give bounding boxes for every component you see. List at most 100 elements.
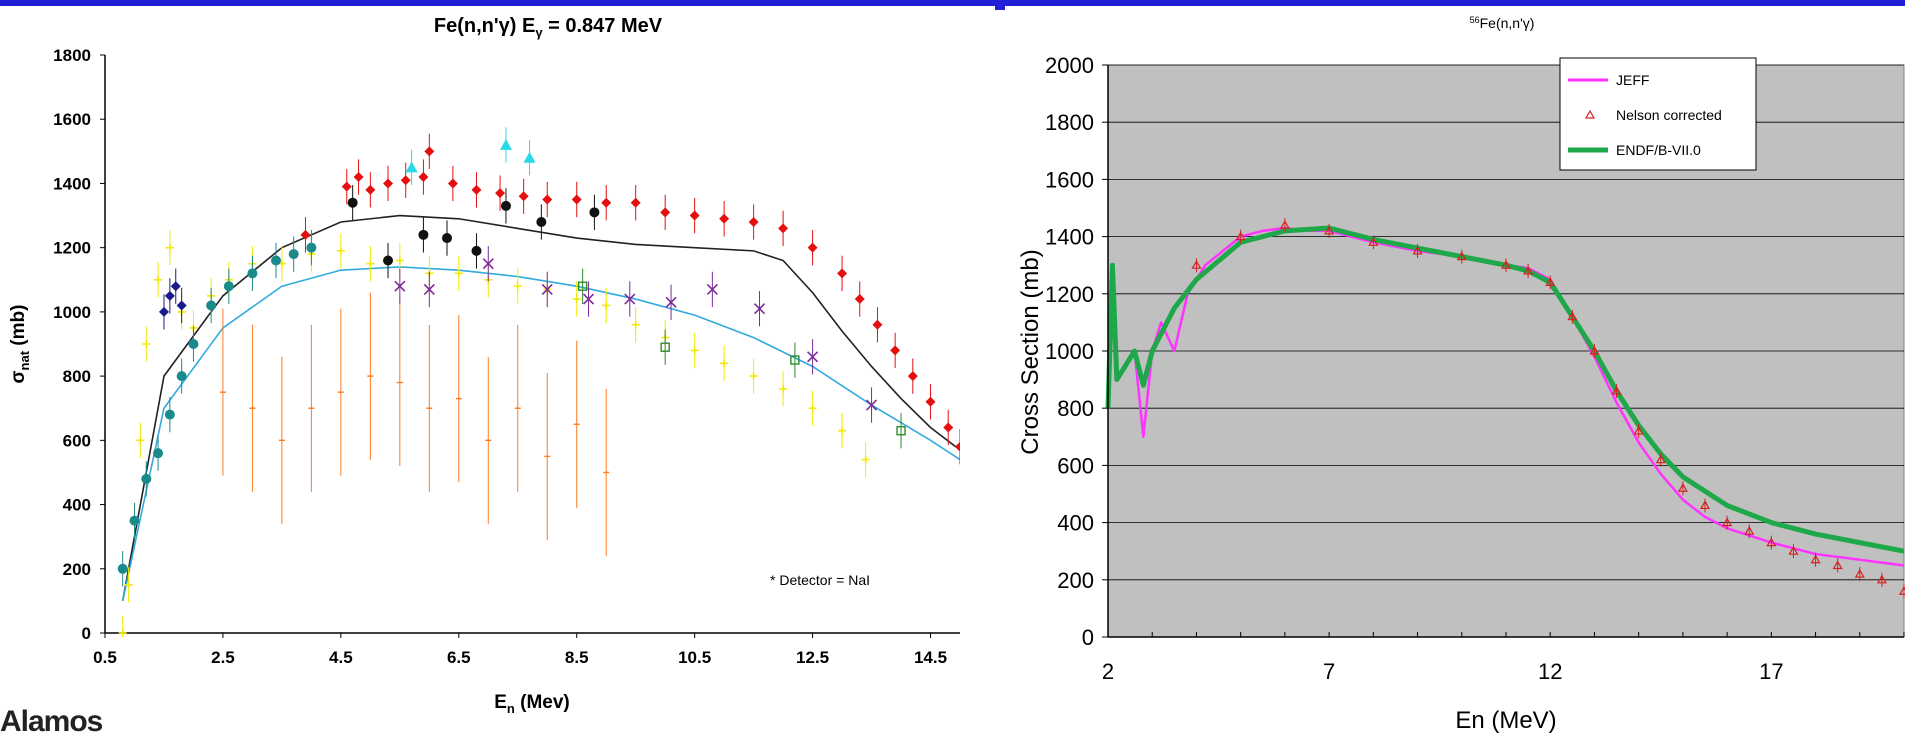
- left-data-point: [513, 282, 522, 291]
- right-data-point: [1766, 537, 1777, 547]
- right-y-tick-label: 1200: [1045, 282, 1094, 307]
- left-data-point: [660, 207, 671, 218]
- legend-label: ENDF/B-VII.0: [1616, 142, 1701, 158]
- left-y-tick-label: 1000: [53, 303, 91, 322]
- left-data-point: [807, 242, 818, 253]
- right-y-tick-label: 400: [1057, 511, 1094, 536]
- left-data-point: [807, 351, 819, 363]
- right-x-tick-label: 17: [1759, 659, 1783, 684]
- left-data-point: [589, 207, 600, 218]
- left-y-tick-label: 400: [63, 496, 91, 515]
- left-data-point: [154, 275, 163, 284]
- right-data-point: [1633, 425, 1644, 435]
- left-x-tick-label: 12.5: [796, 648, 829, 667]
- left-data-point: [778, 223, 789, 234]
- right-data-point: [1699, 500, 1711, 510]
- left-data-point: [164, 290, 175, 301]
- left-data-point: [142, 340, 151, 348]
- left-data-point: [602, 301, 611, 310]
- left-data-point: [601, 197, 612, 208]
- left-data-point: [808, 404, 817, 413]
- right-x-tick-label: 7: [1323, 659, 1335, 684]
- left-data-point: [223, 281, 234, 292]
- left-y-tick-label: 600: [63, 431, 91, 450]
- right-y-tick-label: 1000: [1045, 339, 1094, 364]
- right-data-point: [1589, 345, 1600, 355]
- left-data-point: [471, 245, 482, 256]
- right-data-point: [1456, 251, 1467, 261]
- legend-label: Nelson corrected: [1616, 107, 1722, 123]
- left-data-point: [347, 197, 358, 208]
- right-y-tick-label: 800: [1057, 396, 1094, 421]
- right-data-point: [1898, 586, 1905, 595]
- left-data-point: [136, 436, 145, 445]
- right-chart-title: 56Fe(n,n'γ): [1470, 15, 1535, 31]
- left-data-point: [624, 293, 636, 305]
- right-chart: 56Fe(n,n'γ) 2 7 12 17 0 200 400 600 800 1000 1200 1…: [1017, 15, 1905, 734]
- left-y-tick-label: 1200: [53, 239, 91, 258]
- left-data-point: [749, 372, 758, 381]
- right-y-tick-label: 200: [1057, 568, 1094, 593]
- left-x-tick-label: 6.5: [447, 648, 471, 667]
- left-data-point: [837, 268, 848, 279]
- left-data-point: [690, 346, 699, 355]
- left-y-tick-label: 1600: [53, 110, 91, 129]
- right-data-point: [1545, 277, 1556, 286]
- left-data-point: [482, 258, 494, 270]
- left-plot-area: [105, 55, 960, 633]
- legend-swatch: [1584, 109, 1596, 119]
- left-data-point: [660, 342, 670, 352]
- right-data-point: [1677, 483, 1688, 492]
- left-y-tick-label: 800: [63, 367, 91, 386]
- left-data-point: [577, 281, 588, 291]
- left-data-point: [165, 243, 174, 252]
- left-data-point: [719, 213, 730, 224]
- left-data-point: [383, 255, 394, 266]
- left-data-point: [500, 200, 511, 211]
- left-data-point: [176, 371, 187, 382]
- left-y-tick-label: 0: [82, 624, 91, 643]
- left-data-point: [499, 138, 512, 150]
- legend-label: JEFF: [1616, 72, 1649, 88]
- left-data-point: [336, 246, 345, 255]
- left-x-tick-label: 2.5: [211, 648, 235, 667]
- left-data-point: [720, 359, 729, 368]
- left-data-point: [907, 371, 918, 382]
- left-annotation: * Detector = NaI: [770, 572, 870, 588]
- right-data-point: [1744, 525, 1755, 535]
- right-data-point: [1655, 454, 1666, 464]
- right-data-point: [1191, 259, 1202, 269]
- right-y-tick-label: 0: [1082, 625, 1094, 650]
- left-data-point: [400, 175, 411, 186]
- left-data-point: [571, 194, 582, 205]
- left-data-point: [247, 268, 258, 279]
- left-data-point: [943, 422, 954, 433]
- left-data-point: [582, 293, 595, 305]
- right-data-point: [1279, 219, 1290, 229]
- left-y-tick-label: 1800: [53, 46, 91, 65]
- left-data-point: [170, 281, 181, 292]
- left-data-point: [365, 184, 376, 195]
- left-data-point: [872, 319, 883, 330]
- left-x-tick-label: 4.5: [329, 648, 353, 667]
- right-data-point: [1500, 259, 1512, 269]
- left-data-point: [665, 296, 677, 308]
- left-data-point: [117, 563, 128, 574]
- left-data-point: [206, 300, 217, 311]
- left-data-point: [779, 384, 788, 393]
- left-data-point: [395, 256, 404, 265]
- left-data-point: [188, 339, 199, 349]
- left-y-tick-label: 1400: [53, 174, 91, 193]
- left-data-point: [865, 399, 878, 411]
- right-legend: JEFF Nelson corrected ENDF/B-VII.0: [1559, 57, 1757, 171]
- left-data-point: [383, 178, 394, 189]
- right-data-point: [1854, 568, 1865, 578]
- left-data-point: [471, 184, 482, 195]
- left-x-tick-label: 0.5: [93, 648, 117, 667]
- left-data-point: [631, 320, 640, 329]
- left-data-point: [518, 191, 529, 202]
- left-data-point: [454, 269, 463, 278]
- left-data-point: [495, 188, 506, 199]
- right-y-tick-label: 1600: [1045, 167, 1094, 192]
- left-data-point: [118, 629, 127, 637]
